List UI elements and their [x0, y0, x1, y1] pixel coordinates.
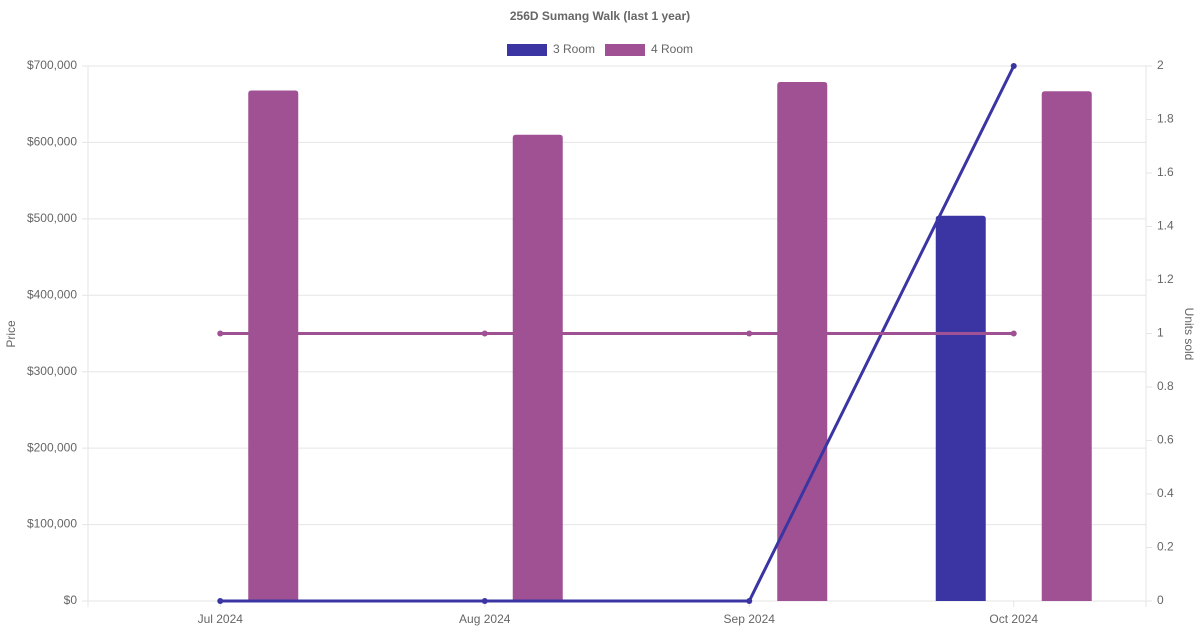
bar: [935, 215, 986, 602]
y-tick-label: $200,000: [27, 440, 77, 454]
y-tick-label: $400,000: [27, 287, 77, 301]
y2-tick-label: 0.4: [1157, 486, 1174, 500]
y-tick-label: $600,000: [27, 135, 77, 149]
point: [746, 330, 753, 337]
y-tick-label: $300,000: [27, 364, 77, 378]
bar: [777, 82, 828, 602]
y-tick-label: $100,000: [27, 517, 77, 531]
bar: [1041, 91, 1092, 601]
x-tick-label: Sep 2024: [724, 612, 776, 626]
y2-tick-label: 0.2: [1157, 540, 1174, 554]
point: [1010, 330, 1017, 337]
y2-tick-label: 2: [1157, 58, 1164, 72]
legend-swatch: [507, 44, 547, 56]
legend-label: 3 Room: [553, 42, 595, 56]
y2-tick-label: 1.2: [1157, 272, 1174, 286]
y-tick-label: $700,000: [27, 58, 77, 72]
y2-tick-label: 1: [1157, 326, 1164, 340]
y2-tick-label: 1.6: [1157, 165, 1174, 179]
x-tick-label: Jul 2024: [198, 612, 244, 626]
legend-swatch: [605, 44, 645, 56]
bar: [248, 90, 299, 601]
y-tick-label: $500,000: [27, 211, 77, 225]
point: [217, 330, 224, 337]
point: [481, 598, 488, 604]
y2-tick-label: 1.8: [1157, 112, 1174, 126]
y2-tick-label: 0: [1157, 593, 1164, 607]
y2-tick-label: 1.4: [1157, 219, 1174, 233]
y-axis-title: Price: [4, 320, 18, 348]
legend-label: 4 Room: [651, 42, 693, 56]
x-tick-label: Oct 2024: [989, 612, 1038, 626]
bar: [512, 134, 563, 602]
y-tick-label: $0: [64, 593, 78, 607]
y2-tick-label: 0.8: [1157, 379, 1174, 393]
y2-tick-label: 0.6: [1157, 433, 1174, 447]
point: [481, 330, 488, 337]
x-tick-label: Aug 2024: [459, 612, 511, 626]
point: [217, 598, 224, 604]
point: [746, 598, 753, 604]
y2-axis-title: Units sold: [1182, 308, 1196, 361]
chart-title: 256D Sumang Walk (last 1 year): [510, 9, 690, 23]
point: [1010, 63, 1017, 69]
